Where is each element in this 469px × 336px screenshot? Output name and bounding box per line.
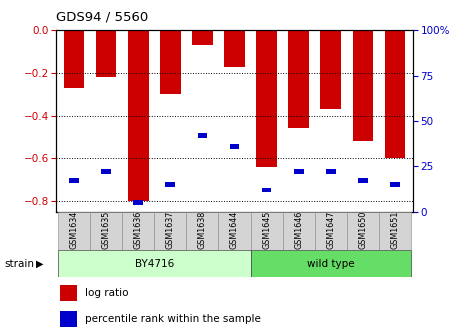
Bar — [385, 30, 406, 158]
Bar — [230, 144, 239, 149]
Text: GSM1647: GSM1647 — [326, 211, 335, 249]
Text: strain: strain — [5, 259, 35, 269]
Bar — [166, 182, 175, 187]
Bar — [154, 212, 186, 250]
Text: log ratio: log ratio — [85, 288, 129, 298]
Bar — [283, 212, 315, 250]
Bar — [320, 30, 341, 109]
Bar — [122, 212, 154, 250]
Text: GSM1637: GSM1637 — [166, 211, 175, 249]
Bar — [262, 187, 272, 192]
Bar — [63, 30, 84, 88]
Bar — [390, 182, 400, 187]
Bar — [326, 169, 336, 174]
Text: GSM1645: GSM1645 — [262, 211, 271, 249]
Bar — [96, 30, 116, 77]
Bar — [250, 250, 411, 277]
Bar — [192, 30, 213, 45]
Bar — [58, 212, 90, 250]
Bar — [250, 212, 283, 250]
Bar — [160, 30, 181, 94]
Text: GSM1644: GSM1644 — [230, 211, 239, 249]
Text: ▶: ▶ — [36, 259, 44, 269]
Text: GSM1650: GSM1650 — [358, 211, 367, 249]
Text: GSM1651: GSM1651 — [391, 211, 400, 249]
Text: GSM1634: GSM1634 — [69, 211, 78, 249]
Text: wild type: wild type — [307, 259, 355, 269]
Bar — [294, 169, 303, 174]
Bar — [315, 212, 347, 250]
Bar — [133, 200, 143, 205]
Bar — [379, 212, 411, 250]
Text: GSM1635: GSM1635 — [102, 211, 111, 249]
Bar — [61, 311, 77, 327]
Text: BY4716: BY4716 — [135, 259, 174, 269]
Bar — [224, 30, 245, 67]
Bar — [288, 30, 309, 128]
Text: GSM1638: GSM1638 — [198, 211, 207, 249]
Bar — [90, 212, 122, 250]
Bar — [101, 169, 111, 174]
Bar — [186, 212, 219, 250]
Bar — [197, 133, 207, 138]
Bar — [128, 30, 149, 201]
Bar — [358, 178, 368, 183]
Text: percentile rank within the sample: percentile rank within the sample — [85, 314, 261, 325]
Text: GSM1636: GSM1636 — [134, 211, 143, 249]
Bar — [58, 250, 250, 277]
Bar — [347, 212, 379, 250]
Bar — [353, 30, 373, 141]
Bar — [219, 212, 250, 250]
Bar — [256, 30, 277, 167]
Bar — [61, 285, 77, 301]
Text: GDS94 / 5560: GDS94 / 5560 — [56, 10, 149, 24]
Text: GSM1646: GSM1646 — [294, 211, 303, 249]
Bar — [69, 178, 79, 183]
